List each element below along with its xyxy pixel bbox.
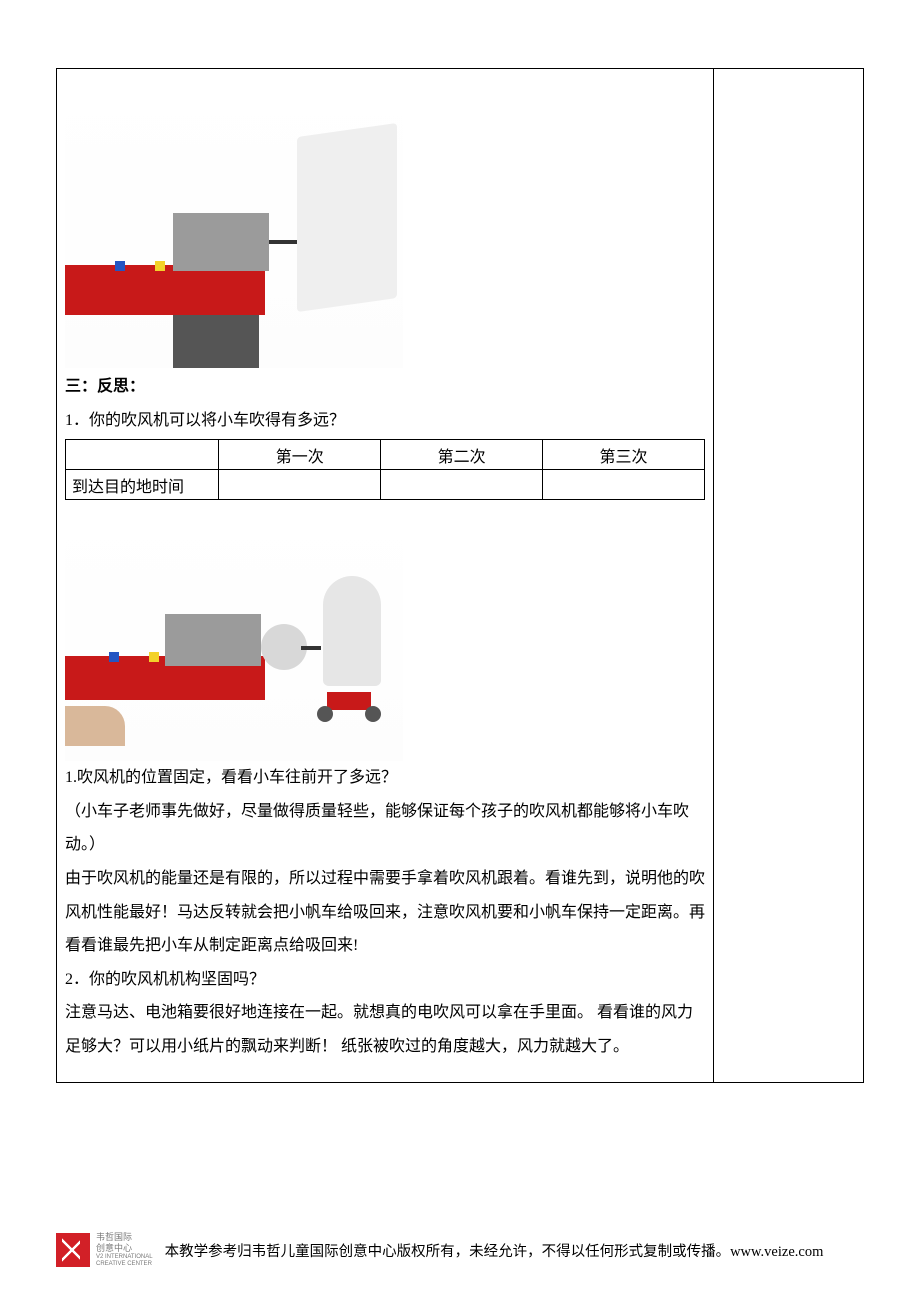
paragraph: 1.吹风机的位置固定，看看小车往前开了多远？ [65,761,705,795]
table-cell [543,470,705,500]
logo-line: 创意中心 [96,1243,153,1254]
table-cell [381,470,543,500]
main-column: 三：反思： 1．你的吹风机可以将小车吹得有多远？ 第一次 第二次 第三次 到达目… [57,69,713,1082]
footer-copyright: 本教学参考归韦哲儿童国际创意中心版权所有，未经允许，不得以任何形式复制或传播。w… [165,1240,824,1261]
page-footer: 韦哲国际 创意中心 V2 INTERNATIONAL CREATIVE CENT… [56,1232,864,1268]
table-header-cell [66,440,219,470]
logo-line: V2 INTERNATIONAL [96,1254,153,1261]
table-row: 到达目的地时间 [66,470,705,500]
side-column [713,69,863,1082]
logo: 韦哲国际 创意中心 V2 INTERNATIONAL CREATIVE CENT… [56,1232,153,1268]
logo-line: 韦哲国际 [96,1232,153,1243]
results-table: 第一次 第二次 第三次 到达目的地时间 [65,439,705,500]
page: 三：反思： 1．你的吹风机可以将小车吹得有多远？ 第一次 第二次 第三次 到达目… [0,0,920,1083]
section-heading: 三：反思： [65,370,705,404]
logo-mark-icon [56,1233,90,1267]
content-frame: 三：反思： 1．你的吹风机可以将小车吹得有多远？ 第一次 第二次 第三次 到达目… [56,68,864,1083]
paragraph: 注意马达、电池箱要很好地连接在一起。就想真的电吹风可以拿在手里面。 看看谁的风力… [65,996,705,1063]
table-header-cell: 第一次 [219,440,381,470]
question-2: 2．你的吹风机机构坚固吗？ [65,963,705,997]
paragraph: 由于吹风机的能量还是有限的，所以过程中需要手拿着吹风机跟着。看谁先到，说明他的吹… [65,862,705,963]
question-1: 1．你的吹风机可以将小车吹得有多远？ [65,404,705,438]
table-header-cell: 第三次 [543,440,705,470]
photo-blower-and-sailcar [65,506,403,761]
logo-line: CREATIVE CENTER [96,1261,153,1268]
table-cell [219,470,381,500]
table-header-row: 第一次 第二次 第三次 [66,440,705,470]
table-row-label: 到达目的地时间 [66,470,219,500]
paragraph: （小车子老师事先做好，尽量做得质量轻些，能够保证每个孩子的吹风机都能够将小车吹动… [65,795,705,862]
photo-blower-device [65,75,403,368]
table-header-cell: 第二次 [381,440,543,470]
logo-text: 韦哲国际 创意中心 V2 INTERNATIONAL CREATIVE CENT… [96,1232,153,1268]
